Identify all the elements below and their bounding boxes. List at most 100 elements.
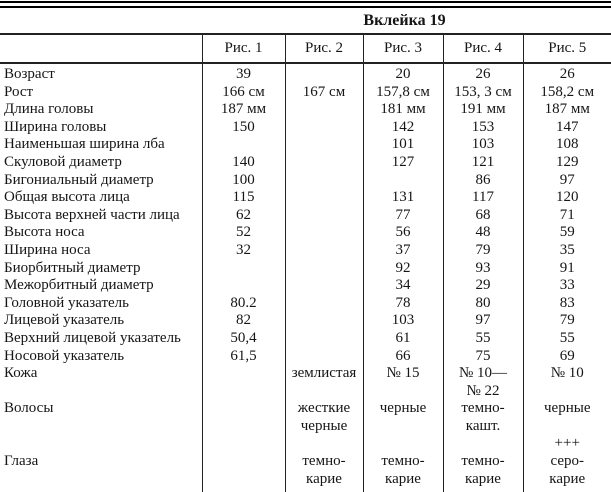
cell-value: 83	[522, 294, 611, 313]
cell-value: 77	[362, 206, 443, 225]
table-row: Межорбитный диаметр 34 29 33	[0, 277, 611, 295]
row-label: Ширина головы	[4, 118, 107, 135]
row-label: Верхний лицевой указатель	[4, 329, 181, 346]
row-label: Головной указатель	[4, 294, 129, 311]
title-row: Вклейка 19	[0, 8, 611, 33]
cell-value: 103	[442, 136, 523, 154]
cell-value: темно-карие	[362, 453, 443, 492]
cell-value	[284, 312, 363, 330]
cell-value: 127	[362, 153, 443, 172]
cell-value: 142	[362, 118, 443, 137]
table-row: Длина головы 187 мм 181 мм 191 мм 187 мм	[0, 101, 611, 119]
header-cell-fig4: Рис. 4	[442, 33, 523, 64]
table-row: Высота носа 52 56 48 59	[0, 224, 611, 242]
table-row: Лицевой указатель 82 103 97 79	[0, 312, 611, 330]
table-row: Возраст 39 20 26 26	[0, 63, 611, 84]
header-cell-labels	[0, 33, 202, 64]
cell-value: 37	[362, 241, 443, 260]
table-row: Волосы жесткие черные черные темно-кашт. чер…	[0, 400, 611, 454]
cell-value: 69	[522, 347, 611, 366]
cell-value: 121	[442, 153, 523, 172]
row-label: Скуловой диаметр	[4, 153, 122, 170]
row-label: Наименьшая ширина лба	[4, 136, 165, 153]
cell-value: 32	[201, 241, 285, 260]
row-label: Межорбитный диаметр	[4, 277, 154, 294]
cell-value	[284, 241, 363, 260]
cell-value: 35	[522, 241, 611, 260]
cell-value: 153	[442, 118, 523, 137]
page-title: Вклейка 19	[363, 12, 446, 29]
cell-value: 75	[442, 347, 523, 366]
top-double-rule	[0, 1, 611, 8]
cell-value	[284, 277, 363, 295]
cell-value: 108	[522, 136, 611, 154]
cell-value: 191 мм	[442, 101, 523, 119]
cell-value: 129	[522, 153, 611, 172]
cell-value: 140	[201, 153, 285, 172]
cell-value: 101	[362, 136, 443, 154]
row-label: Глаза	[0, 453, 202, 492]
cell-value: 62	[201, 206, 285, 225]
row-label: Волосы	[4, 400, 54, 417]
row-label: Высота верхней части лица	[4, 206, 180, 223]
cell-value: 187 мм	[201, 101, 285, 119]
cell-value: 115	[201, 189, 285, 207]
cell-value: № 10	[522, 365, 611, 401]
cell-value: 82	[201, 312, 285, 330]
table-row: Носовой указатель 61,5 66 75 69	[0, 347, 611, 366]
cell-value: 71	[522, 206, 611, 225]
cell-value: 56	[362, 224, 443, 242]
cell-value	[284, 206, 363, 225]
cell-value: 158,2 см	[522, 83, 611, 102]
cell-value: 80.2	[201, 294, 285, 313]
table-row: Кожа землистая № 15 № 10— № 22 № 10	[0, 365, 611, 401]
row-label: Лицевой указатель	[4, 312, 125, 329]
cell-value	[201, 453, 285, 492]
cell-value: 39	[201, 63, 285, 84]
cell-value: 80	[442, 294, 523, 313]
cell-value	[201, 136, 285, 154]
cell-value: 147	[522, 118, 611, 137]
cell-value: 79	[522, 312, 611, 330]
cell-value: 26	[522, 63, 611, 84]
cell-value: 55	[442, 329, 523, 348]
cell-value: 167 см	[284, 83, 363, 102]
cell-value: № 10— № 22	[442, 365, 523, 401]
cell-value	[201, 365, 285, 401]
cell-value	[362, 171, 443, 190]
table-row: Биорбитный диаметр 92 93 91	[0, 259, 611, 278]
cell-value: 86	[442, 171, 523, 190]
cell-value: 50,4	[201, 329, 285, 348]
cell-value: черные +++	[522, 400, 611, 454]
cell-value	[284, 63, 363, 84]
cell-value: 20	[362, 63, 443, 84]
cell-value: 187 мм	[522, 101, 611, 119]
cell-value: 92	[362, 259, 443, 278]
cell-value	[284, 347, 363, 366]
table-row: Головной указатель 80.2 78 80 83	[0, 294, 611, 313]
cell-value	[284, 259, 363, 278]
cell-value	[201, 400, 285, 454]
cell-value: 52	[201, 224, 285, 242]
cell-value: 97	[522, 171, 611, 190]
cell-value: темно-карие	[284, 453, 363, 492]
cell-value: 153, 3 см	[442, 83, 523, 102]
measurements-table: Рис. 1 Рис. 2 Рис. 3 Рис. 4 Рис. 5 Возра…	[0, 33, 611, 492]
header-cell-fig5: Рис. 5	[522, 33, 611, 64]
cell-value	[284, 118, 363, 137]
cell-value: 93	[442, 259, 523, 278]
cell-value: 61	[362, 329, 443, 348]
cell-value: 66	[362, 347, 443, 366]
cell-value	[284, 329, 363, 348]
table-header: Рис. 1 Рис. 2 Рис. 3 Рис. 4 Рис. 5	[0, 33, 611, 64]
row-label: Общая высота лица	[4, 189, 130, 206]
cell-value: 103	[362, 312, 443, 330]
cell-value	[284, 171, 363, 190]
cell-value: черные	[362, 400, 443, 454]
table-row: Глаза темно-карие темно-карие темно-карие с…	[0, 453, 611, 492]
cell-value	[284, 136, 363, 154]
cell-value: темно-карие	[442, 453, 523, 492]
row-label: Кожа	[4, 365, 38, 382]
cell-value: 100	[201, 171, 285, 190]
